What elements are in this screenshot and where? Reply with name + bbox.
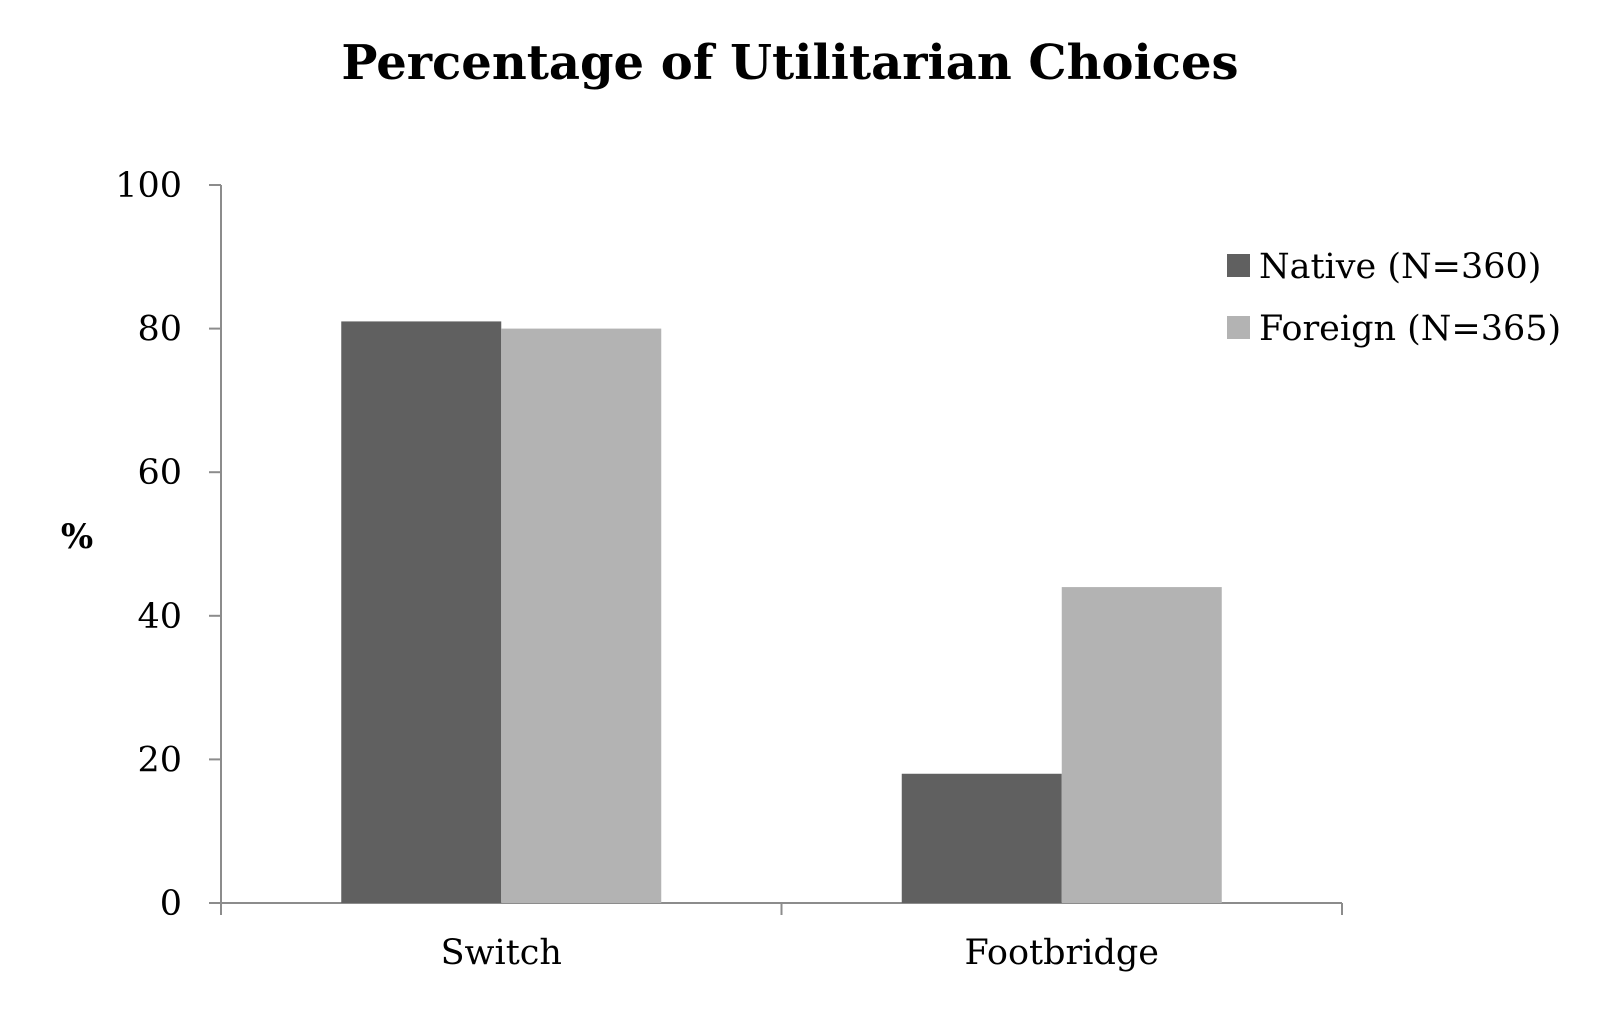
bars: [341, 321, 1222, 904]
bar-footbridge-native: [901, 773, 1062, 903]
legend-label: Native (N=360): [1259, 247, 1541, 287]
x-tick-label: Switch: [441, 933, 562, 973]
legend-label: Foreign (N=365): [1259, 309, 1561, 349]
legend-swatch: [1227, 316, 1250, 339]
y-axis-label: %: [61, 517, 93, 557]
y-tick-label: 0: [160, 884, 182, 924]
legend: Native (N=360) Foreign (N=365): [1227, 247, 1561, 349]
y-tick-label: 60: [137, 453, 182, 493]
y-tick-label: 20: [137, 740, 182, 780]
legend-swatch: [1227, 254, 1250, 277]
y-axis-ticks: 0 20 40 60 80 100: [115, 166, 221, 924]
chart-title: Percentage of Utilitarian Choices: [341, 35, 1238, 91]
bar-footbridge-foreign: [1061, 587, 1222, 903]
x-tick-label: Footbridge: [965, 933, 1159, 973]
bar-switch-native: [341, 321, 502, 903]
y-tick-label: 40: [137, 597, 182, 637]
bar-switch-foreign: [501, 328, 662, 904]
y-tick-label: 100: [115, 166, 182, 206]
y-tick-label: 80: [137, 310, 182, 350]
x-axis-ticks: Switch Footbridge: [220, 903, 1343, 973]
